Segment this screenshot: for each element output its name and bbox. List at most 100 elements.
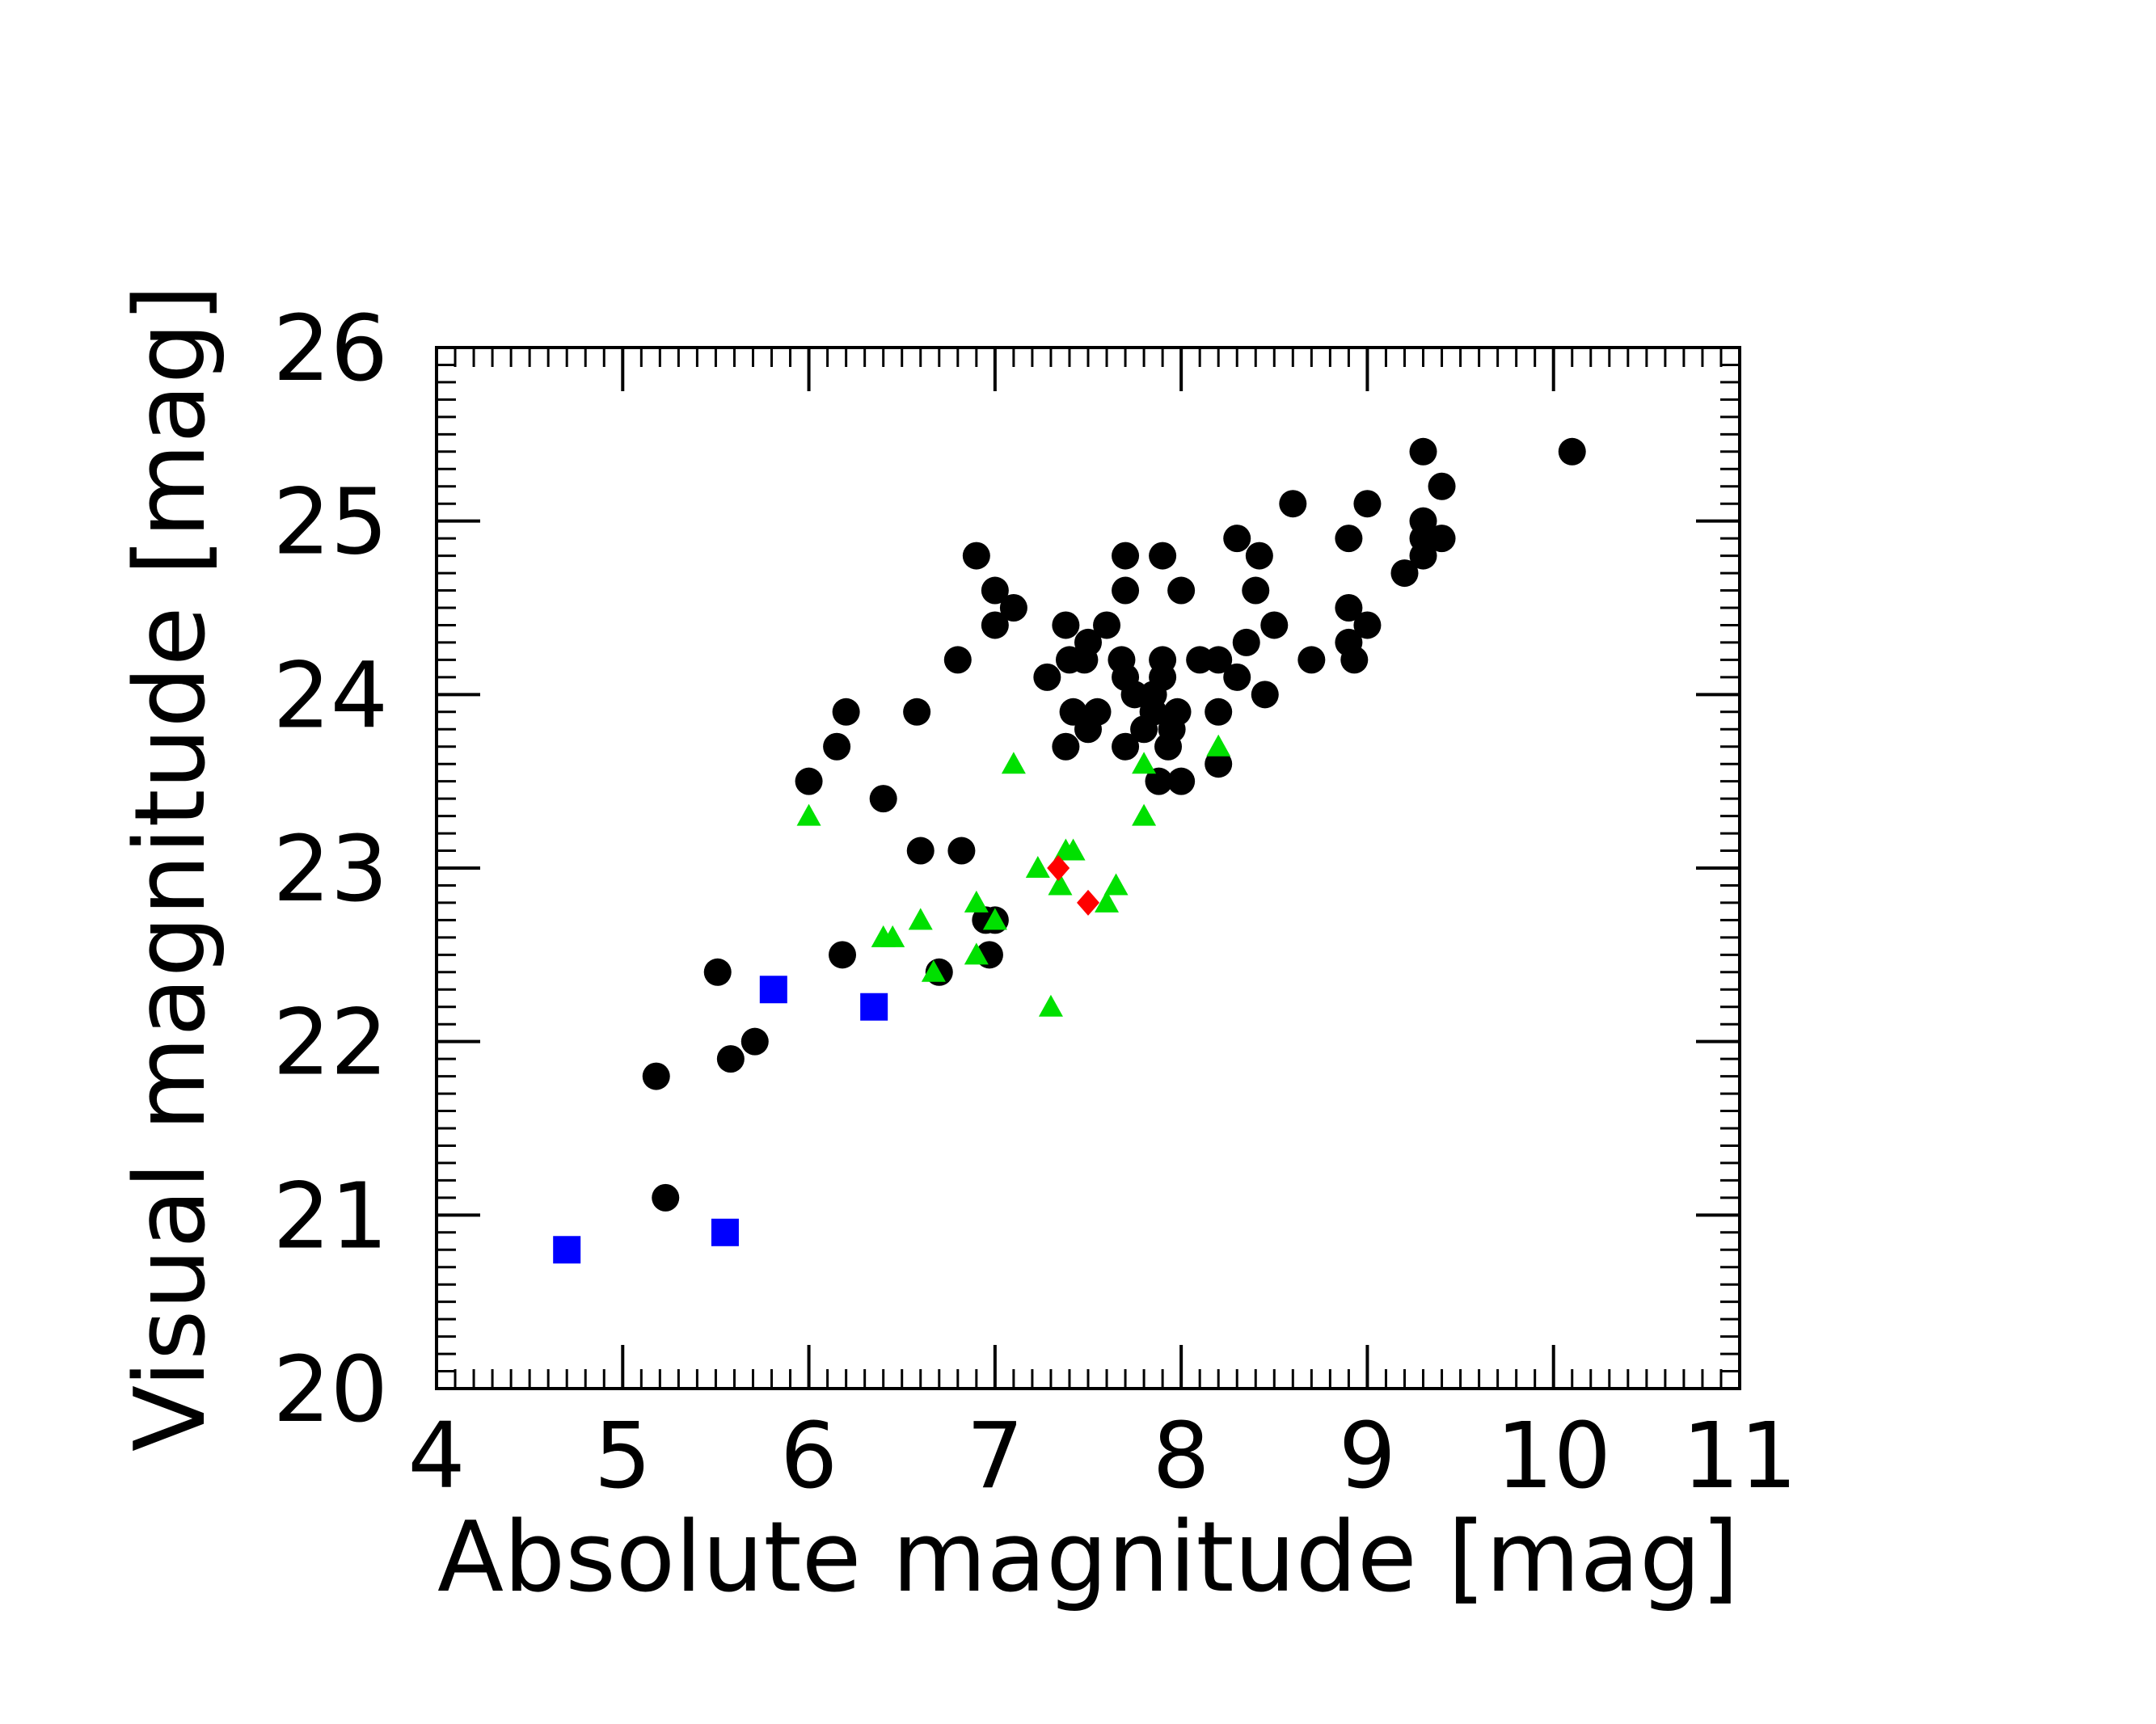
data-point-triangle [1025,856,1050,878]
data-point-triangle [880,925,905,947]
data-point-circle [832,698,860,726]
data-point-circle [1353,490,1382,518]
data-point-circle [1297,646,1326,674]
data-point-circle [1093,611,1121,639]
data-point-circle [1070,646,1099,674]
data-point-triangle [964,942,989,965]
data-point-diamond [1077,889,1099,916]
data-point-circle [1167,576,1196,605]
data-point-circle [1245,542,1273,570]
data-point-circle [1139,698,1167,726]
data-point-triangle [1206,734,1231,757]
data-point-triangle [796,803,821,826]
data-point-circle [1428,472,1456,500]
data-point-triangle [1061,838,1086,861]
data-point-square [553,1236,581,1264]
data-point-circle [1223,663,1251,691]
data-point-circle [1149,542,1177,570]
data-point-triangle [1048,873,1073,896]
data-points [553,437,1586,1264]
minor-ticks [435,346,1741,1390]
data-point-circle [823,732,851,761]
data-point-circle [1242,576,1270,605]
data-point-circle [1205,750,1233,778]
data-point-circle [981,611,1009,639]
data-point-circle [906,837,935,865]
data-point-square [711,1218,739,1246]
data-point-circle [1340,646,1369,674]
plot-frame [435,346,1741,1390]
data-point-circle [1112,576,1140,605]
data-point-circle [1251,681,1279,709]
x-tick-label: 4 [407,1404,465,1509]
data-point-circle [1428,525,1456,553]
data-point-triangle [1001,752,1026,774]
y-tick-label: 26 [272,297,388,402]
data-point-circle [1149,663,1177,691]
data-point-circle [903,698,931,726]
x-tick-label: 5 [594,1404,652,1509]
y-tick-label: 23 [272,817,388,922]
data-point-circle [1083,698,1112,726]
data-point-triangle [908,908,933,930]
x-tick-label: 6 [780,1404,838,1509]
data-point-triangle [1103,873,1129,896]
y-tick-label: 25 [272,470,388,575]
x-tick-label: 7 [966,1404,1023,1509]
y-tick-labels: 20 21 22 23 24 25 26 [272,297,388,1443]
data-point-circle [740,1027,769,1056]
data-point-circle [1335,525,1363,553]
major-ticks [435,346,1741,1390]
data-point-circle [1112,542,1140,570]
y-tick-label: 22 [272,991,388,1096]
data-point-circle [1052,611,1080,639]
data-point-triangle [1132,752,1157,774]
data-point-circle [1390,559,1419,588]
x-tick-label: 9 [1339,1404,1396,1509]
data-point-triangle [964,890,989,913]
data-point-circle [869,785,897,813]
data-point-triangle [1132,803,1157,826]
data-point-circle [829,941,857,969]
data-point-triangle [1095,890,1120,913]
data-point-circle [1167,767,1196,795]
data-point-circle [999,594,1027,622]
data-point-circle [1052,732,1080,761]
data-point-circle [795,767,823,795]
data-point-circle [716,1045,745,1073]
data-point-circle [962,542,990,570]
data-point-circle [1409,507,1437,535]
x-tick-label: 10 [1496,1404,1611,1509]
data-point-circle [1353,611,1382,639]
data-point-circle [703,958,732,986]
y-axis-title: Visual magnitude [mag] [115,285,227,1452]
data-point-diamond [1047,855,1070,881]
data-point-circle [1205,698,1233,726]
data-point-circle [1409,437,1437,466]
data-point-circle [1145,767,1173,795]
data-point-circle [642,1062,670,1090]
x-tick-label: 11 [1682,1404,1798,1509]
y-tick-label: 20 [272,1338,388,1443]
y-tick-label: 24 [272,643,388,748]
data-point-circle [943,646,972,674]
data-point-circle [981,576,1009,605]
data-point-circle [1033,663,1061,691]
data-point-circle [1205,646,1233,674]
x-tick-label: 8 [1153,1404,1210,1509]
data-point-circle [1223,525,1251,553]
data-point-circle [1279,490,1307,518]
y-tick-label: 21 [272,1164,388,1269]
data-point-triangle [921,959,946,982]
data-point-square [759,976,787,1004]
data-point-circle [1260,611,1289,639]
x-axis-title: Absolute magnitude [mag] [437,1502,1739,1614]
data-point-circle [1163,698,1192,726]
data-point-triangle [1038,994,1063,1017]
data-point-square [860,993,888,1021]
data-point-circle [652,1183,680,1212]
data-point-circle [1112,732,1140,761]
data-point-circle [1335,594,1363,622]
data-point-triangle [982,908,1007,930]
